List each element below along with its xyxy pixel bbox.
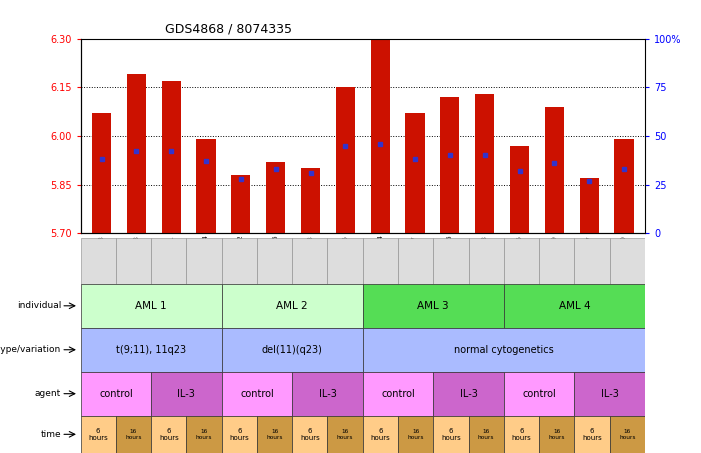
Text: 6
hours: 6 hours [371,428,390,441]
Bar [574,416,610,453]
Bar [301,169,320,233]
Text: IL-3: IL-3 [601,389,618,399]
Bar [162,81,181,233]
Bar [231,175,250,233]
Bar [363,328,645,372]
Bar [151,372,222,416]
Bar [545,107,564,233]
Bar [327,416,363,453]
Bar [539,238,574,284]
Text: del(11)(q23): del(11)(q23) [261,345,322,355]
Text: individual: individual [17,301,61,310]
Text: 16
hours: 16 hours [125,429,142,439]
Bar [433,372,504,416]
Text: 6
hours: 6 hours [159,428,179,441]
Text: 6
hours: 6 hours [300,428,320,441]
Text: 6
hours: 6 hours [582,428,602,441]
Bar [433,416,468,453]
Text: AML 2: AML 2 [276,301,308,311]
Bar [539,416,574,453]
Bar [222,372,292,416]
Bar [610,416,645,453]
Bar [363,416,398,453]
Bar [398,416,433,453]
Text: 6
hours: 6 hours [88,428,108,441]
Text: 16
hours: 16 hours [619,429,636,439]
Text: 6
hours: 6 hours [512,428,531,441]
Bar [116,416,151,453]
Bar [222,284,363,328]
Bar [468,416,504,453]
Bar [257,238,292,284]
Bar [405,113,425,233]
Bar [371,39,390,233]
Text: AML 3: AML 3 [418,301,449,311]
Bar [504,416,539,453]
Text: IL-3: IL-3 [177,389,196,399]
Bar [574,238,610,284]
Text: agent: agent [35,389,61,398]
Bar [127,74,146,233]
Text: 16
hours: 16 hours [337,429,353,439]
Bar [504,238,539,284]
Bar [186,238,222,284]
Text: control: control [381,389,415,399]
Bar [81,328,222,372]
Bar [266,162,285,233]
Text: 6
hours: 6 hours [229,428,249,441]
Bar [363,372,433,416]
Bar [222,238,257,284]
Bar [292,416,327,453]
Text: control: control [240,389,274,399]
Bar [92,113,111,233]
Bar [81,284,222,328]
Bar [116,238,151,284]
Bar [222,328,363,372]
Bar [363,284,504,328]
Bar [292,372,363,416]
Bar [510,146,529,233]
Bar [222,416,257,453]
Text: t(9;11), 11q23: t(9;11), 11q23 [116,345,186,355]
Text: 16
hours: 16 hours [407,429,424,439]
Text: genotype/variation: genotype/variation [0,345,61,354]
Text: control: control [522,389,556,399]
Bar [196,139,216,233]
Text: control: control [99,389,132,399]
Text: 16
hours: 16 hours [266,429,283,439]
Text: 16
hours: 16 hours [196,429,212,439]
Bar [336,87,355,233]
Text: AML 1: AML 1 [135,301,167,311]
Text: normal cytogenetics: normal cytogenetics [454,345,554,355]
Bar [475,94,494,233]
Text: time: time [41,430,61,439]
Bar [363,238,398,284]
Bar [610,238,645,284]
Bar [433,238,468,284]
Bar [81,238,116,284]
Bar [151,238,186,284]
Bar [257,416,292,453]
Text: 6
hours: 6 hours [441,428,461,441]
Bar [468,238,504,284]
Text: AML 4: AML 4 [559,301,590,311]
Bar [81,372,151,416]
Text: GDS4868 / 8074335: GDS4868 / 8074335 [165,23,292,36]
Text: 16
hours: 16 hours [548,429,565,439]
Bar [81,416,116,453]
Bar [615,139,634,233]
Bar [504,284,645,328]
Bar [440,97,459,233]
Text: IL-3: IL-3 [460,389,477,399]
Bar [186,416,222,453]
Bar [292,238,327,284]
Text: 16
hours: 16 hours [478,429,494,439]
Bar [327,238,363,284]
Bar [574,372,645,416]
Bar [580,178,599,233]
Bar [398,238,433,284]
Bar [504,372,574,416]
Bar [151,416,186,453]
Text: IL-3: IL-3 [318,389,336,399]
